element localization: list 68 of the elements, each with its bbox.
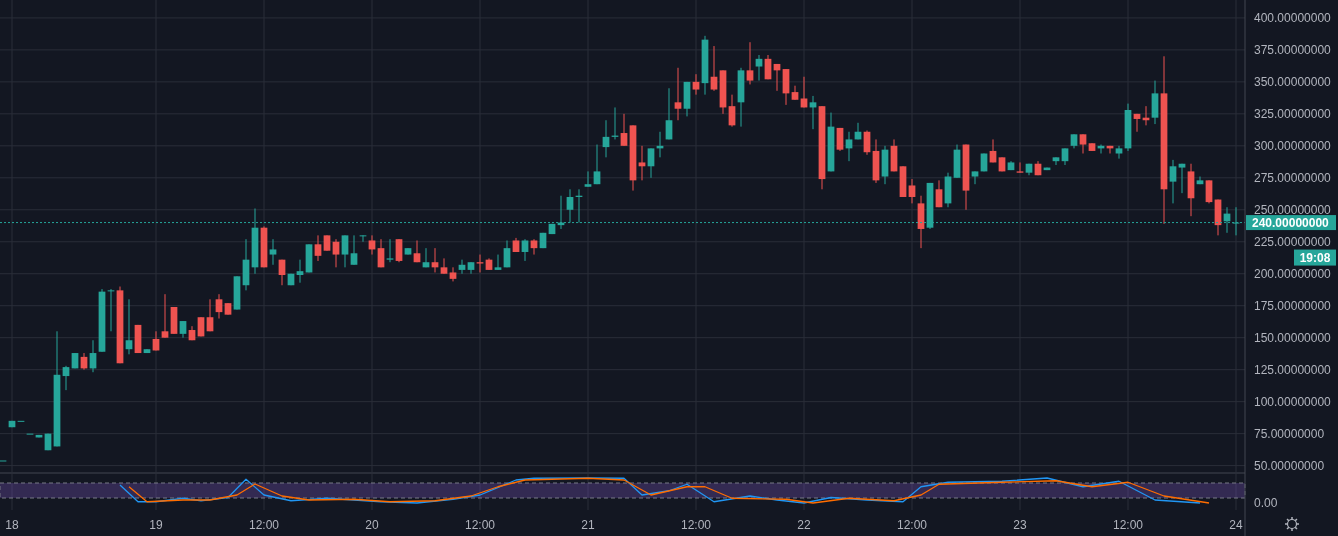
candlestick [908, 178, 916, 204]
candlestick [530, 238, 538, 256]
candlestick [440, 257, 448, 275]
y-tick-label: 175.00000000 [1254, 298, 1332, 313]
candlestick [494, 254, 502, 271]
x-tick-label: 24 [1229, 518, 1243, 533]
candlestick [215, 293, 223, 319]
candlestick [521, 238, 529, 262]
candlestick [350, 234, 358, 266]
candlestick [755, 54, 763, 82]
candlestick [341, 234, 349, 268]
candlestick [269, 238, 277, 266]
y-tick-label: 200.00000000 [1254, 266, 1332, 281]
y-tick-label: 50.00000000 [1254, 458, 1325, 473]
x-tick-label: 12:00 [1112, 518, 1144, 533]
x-tick-label: 12:00 [464, 518, 496, 533]
candlestick [746, 41, 754, 85]
text: 0.00 [1254, 496, 1278, 511]
x-tick-label: 18 [5, 518, 19, 533]
x-tick-label: 12:00 [248, 518, 280, 533]
y-tick-label: 75.00000000 [1254, 426, 1325, 441]
x-tick-label: 23 [1013, 518, 1027, 533]
x-tick-label: 19 [149, 518, 163, 533]
candlestick [449, 266, 457, 282]
candlestick [161, 293, 169, 339]
candlestick [296, 259, 304, 284]
text: 19:08 [1299, 250, 1331, 265]
x-tick-label: 20 [365, 518, 379, 533]
candlestick [332, 238, 340, 268]
y-tick-label: 375.00000000 [1254, 43, 1332, 58]
y-tick-label: 125.00000000 [1254, 362, 1332, 377]
y-tick-label: 150.00000000 [1254, 330, 1332, 345]
y-tick-label: 300.00000000 [1254, 139, 1332, 154]
candlestick [1016, 161, 1024, 174]
x-tick-label: 22 [797, 518, 811, 533]
candlestick [692, 73, 700, 96]
y-tick-label: 250.00000000 [1254, 202, 1332, 217]
candlestick [800, 76, 808, 108]
candlestick [314, 234, 322, 262]
candlestick [584, 170, 592, 188]
candlestick [638, 145, 646, 181]
x-tick-label: 12:00 [680, 518, 712, 533]
candlestick [971, 170, 979, 185]
y-tick-label: 275.00000000 [1254, 171, 1332, 185]
x-tick-label: 21 [581, 518, 595, 533]
candlestick [1205, 179, 1213, 204]
candlestick [368, 234, 376, 256]
candlestick [476, 254, 484, 273]
candlestick [845, 131, 853, 162]
y-tick-label: 350.00000000 [1254, 75, 1332, 90]
y-tick-label: 325.00000000 [1254, 107, 1332, 122]
candlestick [710, 45, 718, 92]
candlestick [125, 298, 133, 355]
candlestick [674, 67, 682, 121]
x-tick-label: 12:00 [896, 518, 928, 533]
candlestick [386, 238, 394, 263]
candlestick [62, 365, 70, 391]
candlestick [1169, 159, 1177, 204]
candlestick [620, 113, 628, 147]
candlestick [593, 144, 601, 185]
candlestick [1052, 156, 1060, 166]
candlestick [1178, 163, 1186, 194]
y-tick-label: 100.00000000 [1254, 394, 1332, 409]
y-tick-label: 225.00000000 [1254, 234, 1332, 249]
candlestick [1079, 133, 1087, 154]
candlestick [395, 238, 403, 263]
ref-line-label: 240.00000000 [1252, 215, 1330, 230]
y-tick-label: 400.00000000 [1254, 11, 1332, 26]
